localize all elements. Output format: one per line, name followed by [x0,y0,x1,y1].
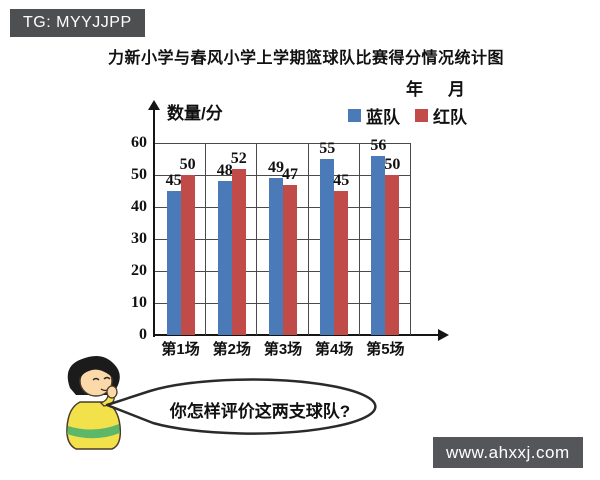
gridline-v-4 [358,143,360,335]
bar-红队-第5场 [385,175,400,335]
value-label-蓝队-第2场: 48 [216,162,233,180]
gridline-v-1 [205,143,207,335]
x-category-label-1: 第1场 [161,341,200,358]
y-tick-label-20: 20 [131,262,147,279]
legend-label-red-team: 红队 [433,108,467,127]
y-axis-title: 数量/分 [167,104,223,123]
chart-title: 力新小学与春风小学上学期篮球队比赛得分情况统计图 [107,50,504,67]
y-axis-line [153,109,155,337]
value-label-红队-第5场: 50 [384,156,401,173]
gridline-v-2 [256,143,258,335]
watermark-topleft: TG: MYYJJPP [10,9,145,37]
x-category-label-5: 第5场 [366,341,405,358]
legend-item-blue-team: 蓝队 [348,103,400,128]
y-tick-label-40: 40 [131,198,147,215]
x-category-label-3: 第3场 [263,341,303,358]
bar-红队-第1场 [180,175,195,335]
x-axis-line [153,334,440,336]
gridline-h-60 [155,143,411,144]
watermark-bottomright: www.ahxxj.com [433,437,583,468]
plot-right-border [410,143,411,335]
value-label-红队-第4场: 45 [333,172,350,189]
chart-legend: 蓝队 红队 [348,103,467,128]
year-label: 年 [406,80,423,99]
value-label-蓝队-第5场: 56 [370,136,387,154]
speech-bubble-text: 你怎样评价这两支球队? [169,402,351,421]
bar-蓝队-第5场 [371,155,386,335]
x-axis-arrow-icon [438,329,449,341]
bar-蓝队-第2场 [217,181,232,335]
bar-蓝队-第4场 [320,159,335,335]
bar-蓝队-第1场 [166,191,181,335]
value-label-蓝队-第4场: 55 [319,140,336,157]
boy-shirt [66,401,122,450]
y-tick-label-0: 0 [139,326,147,343]
bar-红队-第3场 [283,184,297,335]
y-tick-label-10: 10 [131,294,147,311]
value-label-红队-第3场: 47 [282,165,298,183]
boy-hand [106,385,118,399]
legend-label-blue-team: 蓝队 [366,108,400,127]
y-tick-label-50: 50 [131,166,147,183]
value-label-红队-第1场: 50 [179,156,196,173]
value-label-蓝队-第1场: 45 [165,172,182,189]
y-tick-label-30: 30 [131,230,147,247]
value-label-红队-第2场: 52 [230,149,247,167]
bar-红队-第2场 [231,168,246,335]
y-tick-label-60: 60 [131,134,147,151]
y-axis-arrow-icon [148,100,160,110]
x-category-label-4: 第4场 [315,341,354,358]
boy-hair-front [80,361,113,379]
x-category-label-2: 第2场 [212,341,251,358]
boy-character [66,355,122,450]
blue-swatch-icon [348,109,361,122]
legend-item-red-team: 红队 [415,103,467,128]
red-swatch-icon [415,109,428,122]
bar-红队-第4场 [334,191,349,335]
month-label: 月 [448,80,465,99]
gridline-v-3 [307,143,309,335]
value-label-蓝队-第3场: 49 [268,159,284,177]
bar-蓝队-第3场 [269,178,283,335]
gridline-h-50 [155,175,411,176]
